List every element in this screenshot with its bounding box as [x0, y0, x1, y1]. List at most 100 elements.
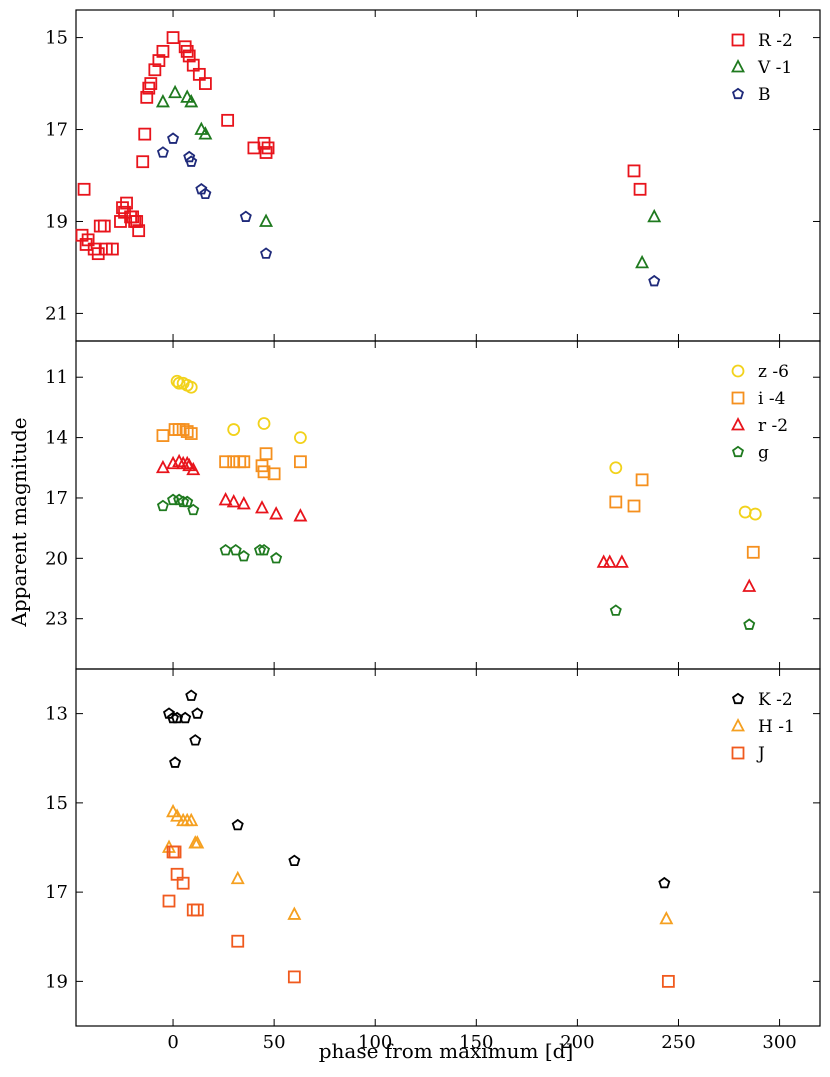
data-point [148, 63, 162, 77]
plot-frame [75, 668, 821, 1027]
legend-marker [731, 746, 745, 760]
y-tick-label: 17 [45, 882, 68, 903]
data-point [77, 182, 91, 196]
y-tick-label: 20 [45, 548, 68, 569]
y-tick-label: 14 [45, 428, 68, 449]
legend-marker [731, 87, 745, 100]
x-tick-label: 100 [358, 1032, 392, 1053]
data-point [648, 274, 661, 287]
legend-marker [731, 59, 745, 73]
legend-marker [731, 692, 745, 705]
y-tick-label: 15 [45, 793, 68, 814]
data-point [156, 44, 170, 58]
x-tick-label: 300 [762, 1032, 796, 1053]
x-tick-label: 250 [661, 1032, 695, 1053]
data-point [658, 876, 671, 889]
data-point [257, 136, 271, 150]
data-point [627, 164, 641, 178]
data-point [237, 550, 250, 562]
data-point [126, 210, 140, 224]
series-i [156, 423, 760, 559]
data-point [748, 507, 762, 521]
data-point [186, 461, 201, 476]
data-point [647, 208, 662, 223]
data-point [166, 31, 180, 44]
data-point [239, 210, 252, 222]
legend-marker [731, 445, 745, 458]
data-point [609, 495, 623, 509]
data-point [270, 552, 283, 564]
data-point [155, 94, 170, 108]
data-point [231, 934, 245, 948]
data-point [294, 431, 307, 444]
data-point [184, 94, 199, 108]
data-point [105, 242, 119, 256]
data-point [180, 44, 194, 58]
series-g [156, 493, 756, 630]
series-R [75, 31, 647, 261]
data-point [167, 132, 180, 144]
y-tick-label: 11 [45, 367, 68, 388]
data-point [190, 835, 205, 849]
data-point [614, 554, 629, 568]
series-K [162, 689, 671, 889]
data-point [635, 254, 650, 269]
legend-label: g [758, 443, 769, 463]
data-point [184, 427, 198, 440]
y-axis-label: Apparent magnitude [7, 417, 31, 627]
data-point [186, 903, 200, 917]
panel-bottom: 13 15 17 19 0 50 100 150 200 250 300 K -2 H -1 J [45, 668, 821, 1053]
data-point [176, 876, 190, 890]
data-point [179, 711, 192, 724]
legend-label: r -2 [758, 416, 788, 436]
data-point [167, 711, 180, 724]
y-tick-label: 17 [45, 488, 68, 509]
data-point [293, 508, 308, 522]
y-tick-label: 19 [45, 971, 68, 992]
data-point [198, 77, 212, 90]
data-point [183, 150, 196, 163]
data-point [288, 854, 301, 866]
legend-label: V -1 [757, 58, 792, 78]
data-point [237, 455, 251, 469]
data-point [259, 447, 273, 461]
series-z [170, 374, 762, 521]
data-point [162, 894, 176, 908]
data-point [120, 196, 133, 210]
data-point [185, 689, 198, 701]
data-point [267, 467, 281, 481]
data-point [140, 90, 154, 104]
data-point [257, 417, 271, 430]
data-point [136, 155, 150, 169]
legend-label: J [756, 744, 765, 764]
panels: 15 17 19 21 R -2 V -1 B 11 14 17 20 23 z -6 i -4 r -2 g… [45, 9, 821, 1053]
data-point [189, 734, 202, 746]
data-point [255, 500, 269, 514]
data-point [116, 201, 129, 215]
data-point [226, 494, 241, 508]
data-point [185, 155, 198, 167]
legend-marker [731, 718, 745, 732]
data-point [218, 492, 233, 506]
data-point [93, 219, 107, 233]
legend-label: H -1 [758, 717, 795, 737]
data-point [187, 503, 200, 516]
data-point [170, 808, 185, 822]
data-point [87, 242, 101, 256]
data-point [253, 543, 266, 556]
data-point [198, 126, 213, 140]
data-point [155, 459, 170, 474]
data-point [168, 845, 182, 859]
legend-marker [731, 33, 745, 47]
data-point [738, 505, 752, 519]
legend-marker [731, 391, 745, 405]
x-tick-label: 0 [167, 1032, 178, 1053]
data-point [231, 818, 244, 831]
data-point [79, 238, 93, 251]
x-tick-label: 150 [459, 1032, 493, 1053]
legend-label: i -4 [758, 389, 785, 409]
data-point [661, 974, 675, 988]
data-point [138, 127, 152, 141]
data-point [97, 219, 111, 233]
data-point [142, 81, 156, 95]
